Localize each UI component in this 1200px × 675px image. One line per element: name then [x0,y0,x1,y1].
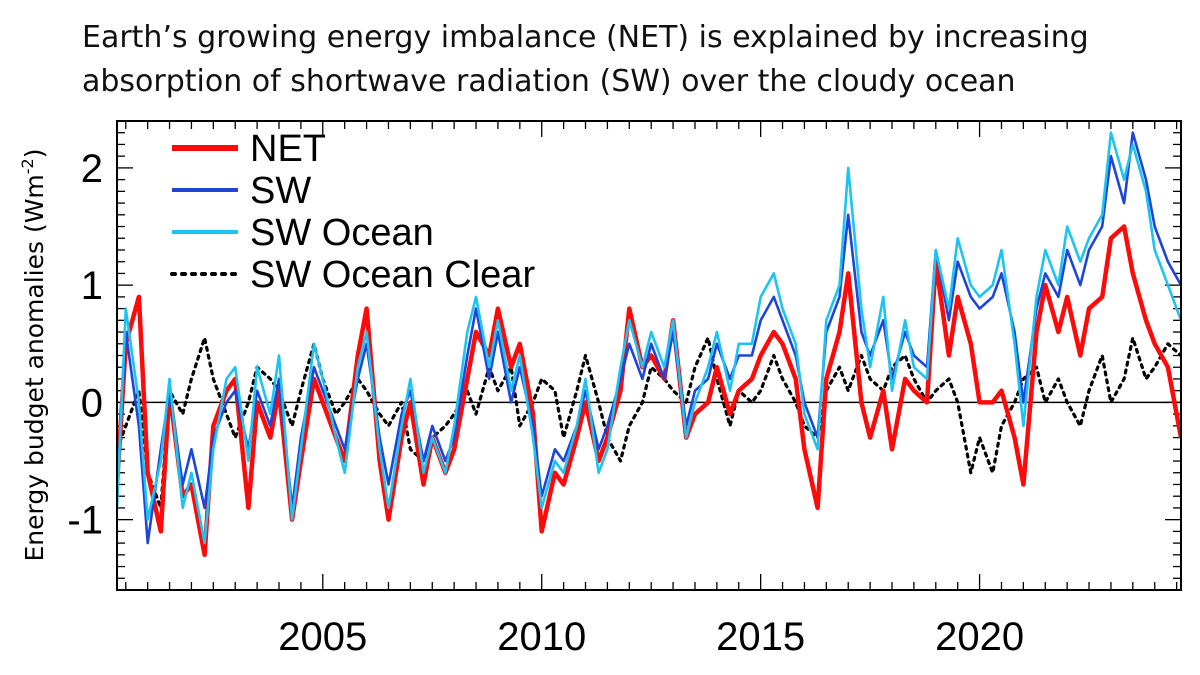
y-axis-label-superscript: -2 [18,158,37,174]
y-tick-label: 2 [81,147,103,191]
legend-label-sw: SW [250,170,311,212]
y-axis-label-main: Energy budget anomalies (Wm [20,174,49,561]
x-tick-label: 2015 [716,615,805,659]
y-tick-label: 1 [81,264,103,308]
y-tick-label: -1 [67,499,103,543]
legend-label-sw-ocean-clear: SW Ocean Clear [250,254,535,296]
series-line-sw-ocean [117,131,1181,545]
x-tick-label: 2005 [278,615,367,659]
x-tick-label: 2020 [935,615,1024,659]
x-tick-label: 2010 [497,615,586,659]
series-line-sw-ocean-clear [117,336,1181,510]
chart-title: Earth’s growing energy imbalance (NET) i… [82,16,1182,104]
y-axis-label-close: ) [20,149,49,159]
series-line-sw [117,131,1181,545]
y-axis-label: Energy budget anomalies (Wm-2) [18,149,49,562]
chart-title-line-2: absorption of shortwave radiation (SW) o… [82,64,1016,99]
legend-label-net: NET [250,128,326,170]
legend-label-sw-ocean: SW Ocean [250,212,434,254]
chart-title-line-1: Earth’s growing energy imbalance (NET) i… [82,20,1089,55]
plot-frame [116,120,1182,591]
y-tick-label: 0 [81,381,103,425]
plot-lines [117,131,1181,558]
